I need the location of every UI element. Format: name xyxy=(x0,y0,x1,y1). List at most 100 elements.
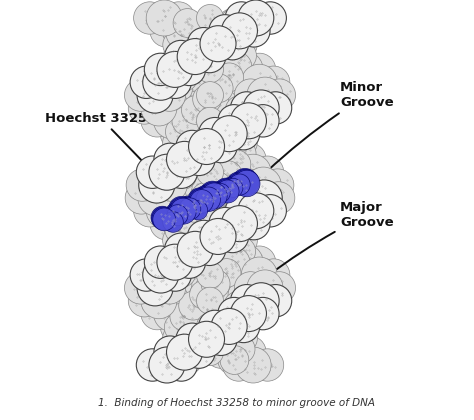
Circle shape xyxy=(200,26,236,62)
Circle shape xyxy=(203,41,232,70)
Circle shape xyxy=(182,96,210,124)
Circle shape xyxy=(245,167,281,203)
Circle shape xyxy=(157,92,190,124)
Circle shape xyxy=(141,90,177,126)
Circle shape xyxy=(254,2,286,34)
Circle shape xyxy=(226,96,254,124)
Circle shape xyxy=(199,118,231,150)
Circle shape xyxy=(221,302,250,331)
Circle shape xyxy=(176,63,205,92)
Circle shape xyxy=(163,194,195,227)
Circle shape xyxy=(193,85,221,113)
Circle shape xyxy=(207,237,235,266)
Circle shape xyxy=(228,30,257,59)
Circle shape xyxy=(163,212,183,232)
Circle shape xyxy=(223,178,242,197)
Circle shape xyxy=(251,156,284,189)
Circle shape xyxy=(166,334,202,370)
Circle shape xyxy=(172,220,204,253)
Circle shape xyxy=(137,77,173,113)
Circle shape xyxy=(200,218,236,255)
Circle shape xyxy=(173,116,209,152)
Circle shape xyxy=(177,39,213,75)
Circle shape xyxy=(228,41,256,70)
Circle shape xyxy=(163,183,191,211)
Circle shape xyxy=(243,53,276,86)
Circle shape xyxy=(150,207,182,240)
Circle shape xyxy=(184,218,220,255)
Circle shape xyxy=(218,297,250,330)
Circle shape xyxy=(159,66,191,98)
Circle shape xyxy=(234,336,266,368)
Circle shape xyxy=(160,118,192,150)
Circle shape xyxy=(246,105,279,137)
Circle shape xyxy=(212,130,244,163)
Circle shape xyxy=(214,53,247,86)
Circle shape xyxy=(186,139,215,168)
Circle shape xyxy=(228,270,257,298)
Circle shape xyxy=(228,324,257,353)
Circle shape xyxy=(188,41,217,70)
Circle shape xyxy=(209,15,241,47)
Circle shape xyxy=(154,336,186,368)
Circle shape xyxy=(197,324,225,353)
Circle shape xyxy=(172,27,204,60)
Circle shape xyxy=(182,336,215,368)
Circle shape xyxy=(221,206,257,241)
Circle shape xyxy=(196,226,225,255)
Circle shape xyxy=(182,143,215,176)
Circle shape xyxy=(194,40,227,73)
Circle shape xyxy=(169,197,195,223)
Circle shape xyxy=(150,15,182,47)
Circle shape xyxy=(183,335,212,364)
Circle shape xyxy=(200,220,233,253)
Circle shape xyxy=(199,85,228,113)
Circle shape xyxy=(166,193,195,222)
Circle shape xyxy=(173,53,206,86)
Circle shape xyxy=(181,19,210,48)
Circle shape xyxy=(146,0,182,36)
Circle shape xyxy=(179,207,211,240)
Circle shape xyxy=(228,183,257,211)
Circle shape xyxy=(144,53,177,86)
Circle shape xyxy=(167,291,196,320)
Circle shape xyxy=(180,193,209,222)
Circle shape xyxy=(228,173,249,194)
Circle shape xyxy=(183,323,215,355)
Circle shape xyxy=(190,189,213,213)
Circle shape xyxy=(169,63,198,92)
Circle shape xyxy=(197,30,224,57)
Circle shape xyxy=(197,5,224,32)
Circle shape xyxy=(188,188,211,211)
Circle shape xyxy=(201,281,230,309)
Circle shape xyxy=(167,259,196,287)
Circle shape xyxy=(226,117,255,146)
Circle shape xyxy=(173,106,201,135)
Circle shape xyxy=(170,105,202,137)
Circle shape xyxy=(216,27,249,60)
Circle shape xyxy=(159,259,191,291)
Circle shape xyxy=(204,74,233,102)
Circle shape xyxy=(228,118,260,150)
Circle shape xyxy=(149,347,185,383)
Circle shape xyxy=(238,0,274,36)
Circle shape xyxy=(229,174,250,195)
Circle shape xyxy=(227,237,255,266)
Circle shape xyxy=(187,199,206,218)
Circle shape xyxy=(193,233,226,265)
Circle shape xyxy=(195,186,219,211)
Circle shape xyxy=(246,297,279,330)
Circle shape xyxy=(187,74,216,102)
Circle shape xyxy=(227,244,263,280)
Circle shape xyxy=(189,189,212,213)
Circle shape xyxy=(197,159,224,186)
Circle shape xyxy=(163,206,199,241)
Circle shape xyxy=(197,108,224,134)
Circle shape xyxy=(206,313,235,342)
Circle shape xyxy=(134,2,166,34)
Circle shape xyxy=(225,193,254,222)
Circle shape xyxy=(179,15,211,47)
Circle shape xyxy=(219,106,247,135)
Circle shape xyxy=(130,259,163,291)
Circle shape xyxy=(164,41,192,70)
